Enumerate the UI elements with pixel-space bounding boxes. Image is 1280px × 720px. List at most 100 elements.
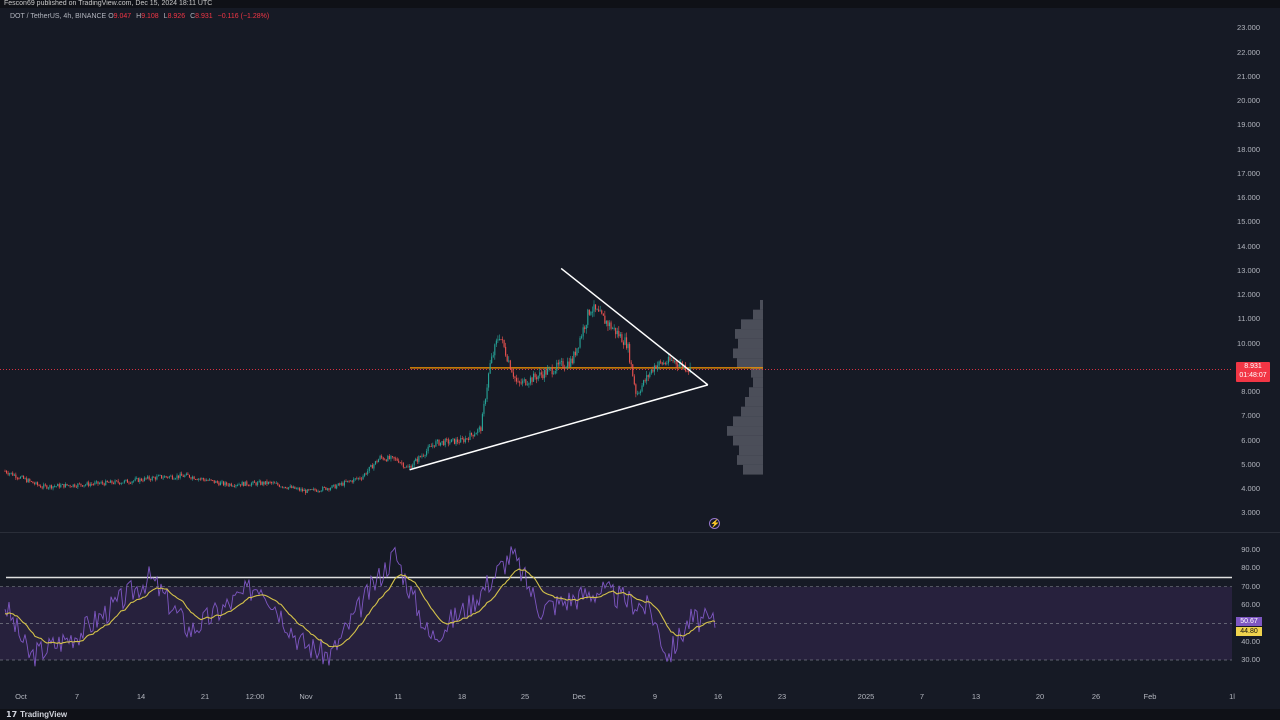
price-axis-label: 18.000 [1237,144,1260,154]
candle-body [199,478,201,480]
candle-body [219,482,221,486]
candle-body [435,441,437,447]
candle-body [179,473,181,478]
candle-body [229,483,231,486]
candle-body [607,320,609,327]
candle-body [278,484,280,487]
candle-body [213,480,215,483]
candle-body [526,384,528,386]
time-axis-label: Nov [299,692,313,701]
tradingview-logo-icon: 𝟭𝟳 [6,710,18,719]
candle-body [223,481,225,486]
price-axis-label: 13.000 [1237,265,1260,275]
candle-body [26,478,28,483]
candle-body [218,482,220,486]
candle-body [337,483,339,486]
price-axis-label: 20.000 [1237,96,1260,106]
time-axis-label: 13 [971,692,981,701]
volume-profile-bar [727,426,763,436]
candle-body [553,373,555,375]
candle-body [407,466,409,468]
candle-body [644,380,646,382]
candle-body [593,304,595,312]
volume-profile-bar [733,348,763,359]
low-value: 8.926 [167,13,186,20]
candle-body [289,486,291,488]
candle-body [174,478,177,480]
symbol-name[interactable]: DOT / TetherUS, 4h, BINANCE [10,13,107,20]
candle-body [629,344,631,363]
candle-body [554,370,556,374]
candle-body [567,361,569,368]
candle-body [196,479,198,481]
candle-body [398,460,400,463]
candle-body [300,489,302,491]
candle-body [302,489,304,491]
candle-body [212,480,214,481]
candle-body [605,320,607,324]
candle-body [635,384,637,394]
candle-body [670,359,673,361]
candle-body [249,485,251,487]
candle-body [418,456,420,462]
candle-body [261,481,263,485]
candle-body [424,455,426,457]
candle-body [44,484,46,486]
candle-body [466,438,468,440]
candle-body [57,484,59,487]
candle-body [24,478,26,480]
candle-body [630,362,632,365]
candle-body [91,484,93,485]
pane-divider[interactable] [0,532,1280,533]
price-axis-label: 17.000 [1237,168,1260,178]
lightning-icon[interactable]: ⚡ [709,518,720,529]
candle-body [230,483,232,486]
candle-body [69,485,71,487]
candle-body [157,475,159,477]
high-value: 9.108 [141,13,159,20]
candle-body [275,483,277,484]
candle-body [432,445,434,447]
candle-body [9,473,11,475]
candle-body [643,380,645,386]
candle-body [449,442,451,444]
rsi-axis-label: 40.00 [1241,636,1260,646]
candle-body [320,490,322,492]
volume-profile-bar [737,358,763,368]
candle-body [539,372,541,376]
candle-body [112,483,115,484]
candle-body [515,377,518,382]
candle-body [427,446,429,452]
footer-brand[interactable]: 𝟭𝟳 TradingView [0,709,1280,720]
candle-body [467,438,469,440]
candle-body [260,481,262,485]
candle-body [618,330,620,337]
candle-body [520,382,522,384]
triangle-lower-line [409,384,709,471]
candle-body [68,485,70,487]
candle-body [123,480,125,483]
candle-body [140,478,142,481]
candle-body [170,475,172,477]
time-axis-label: 9 [652,692,658,701]
candle-body [506,355,508,362]
candle-body [391,456,394,458]
candle-body [145,477,147,479]
candle-body [165,476,167,478]
candle-body [334,484,336,489]
price-axis-label: 12.000 [1237,290,1260,300]
candle-body [436,439,438,442]
candle-body [109,480,111,483]
candle-body [238,484,240,486]
candle-body [633,376,635,385]
time-axis-label: 20 [1035,692,1045,701]
candle-body [78,483,80,485]
current-price-tag: 8.931 01:48:07 [1236,362,1270,382]
candle-body [99,483,101,485]
candle-body [159,475,161,476]
candle-body [422,455,425,457]
candle-body [591,311,593,313]
time-axis-label: 21 [200,692,210,701]
candle-body [306,489,308,493]
